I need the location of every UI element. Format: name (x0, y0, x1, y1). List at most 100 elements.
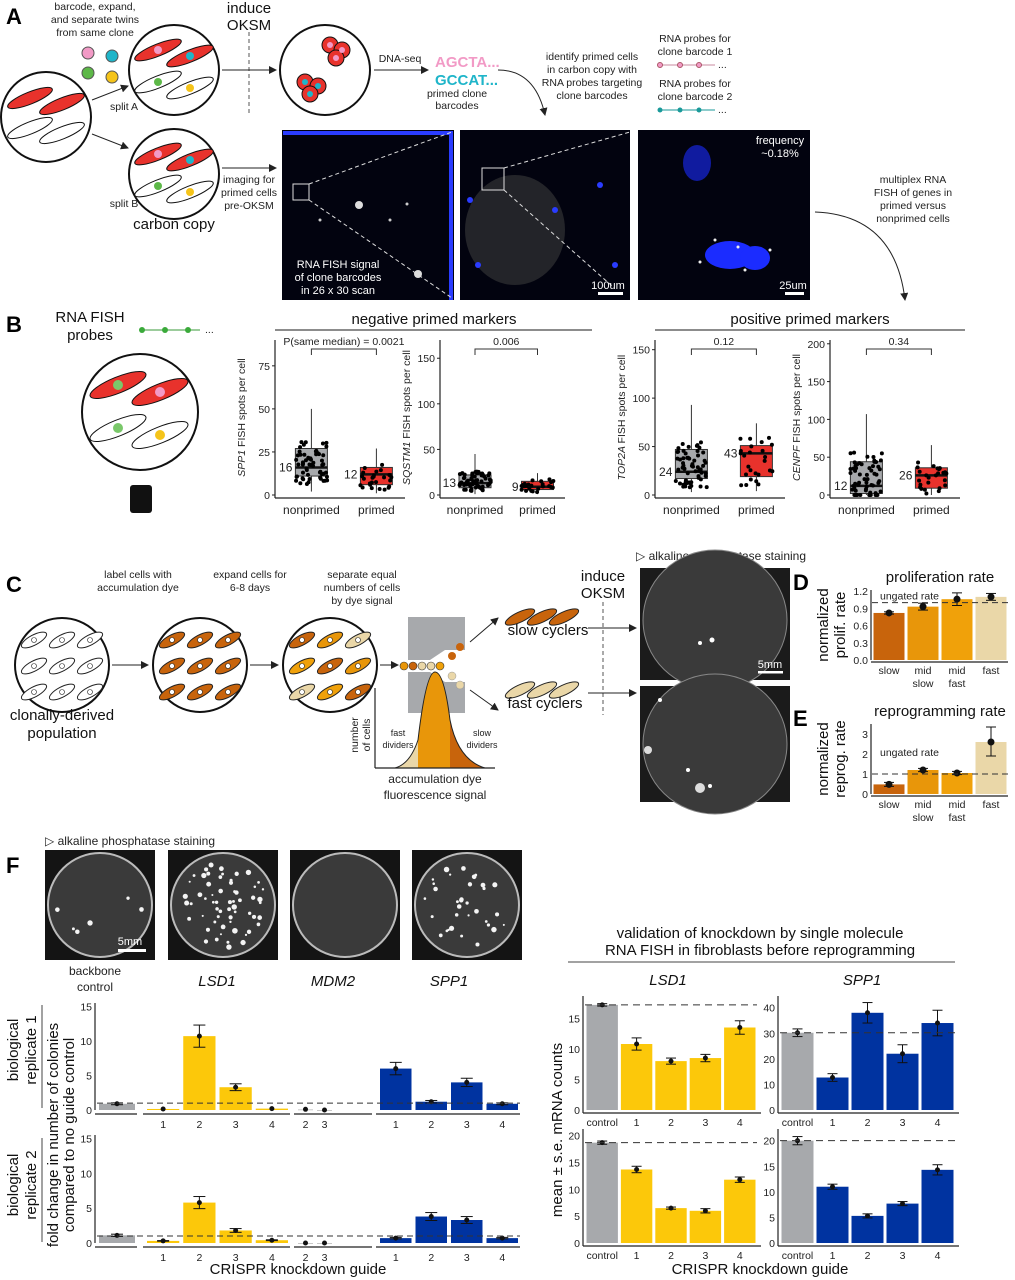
category-label: fast (949, 812, 966, 824)
nucleus-icon (355, 663, 361, 669)
data-point (848, 451, 853, 456)
y-axis-label: CENPF FISH spots per cell (791, 354, 803, 481)
bar (851, 1012, 884, 1110)
data-point (754, 479, 759, 484)
category-label: slow (878, 665, 899, 677)
bar (781, 1140, 814, 1243)
data-point (307, 476, 312, 481)
caption: RNA probes for (659, 33, 731, 45)
panel-b: B RNA FISH probes ... negative primed ma… (6, 309, 965, 517)
data-point (382, 475, 387, 480)
svg-text:...: ... (718, 59, 727, 71)
data-point (851, 466, 856, 471)
data-point (539, 479, 544, 484)
colony (258, 901, 262, 905)
y-tick-label: 10 (80, 1168, 92, 1180)
data-point (479, 486, 484, 491)
data-point (703, 474, 708, 479)
category-label: mid (915, 665, 932, 677)
chart-title: reprogramming rate (874, 703, 1006, 720)
y-tick-label: 40 (763, 1003, 775, 1015)
scan-caption: of clone barcodes (295, 272, 382, 284)
data-point (698, 440, 703, 445)
y-tick-label: 10 (80, 1036, 92, 1048)
dna-seq-label: DNA-seq (379, 53, 422, 65)
data-point (535, 489, 540, 494)
scan-caption: RNA FISH signal (297, 259, 380, 271)
data-point (676, 467, 681, 472)
x-tick-label: 1 (160, 1252, 166, 1264)
caption: nonprimed cells (876, 213, 950, 225)
mean-point (702, 1055, 708, 1061)
probe-set-2-icon: ... (657, 104, 727, 116)
x-tick-label: 2 (303, 1119, 309, 1131)
data-point (937, 486, 942, 491)
data-point (918, 482, 923, 487)
nucleus-icon (59, 663, 65, 669)
caption: probes (67, 327, 113, 344)
data-point (298, 481, 303, 486)
data-point (458, 481, 463, 486)
population-label: clonally-derived (10, 707, 114, 724)
population-label: population (27, 725, 96, 742)
data-point (936, 467, 941, 472)
x-tick-label: 3 (900, 1117, 906, 1129)
replicate-point (393, 1066, 399, 1072)
positive-markers-header: positive primed markers (730, 311, 889, 328)
group-label: MDM2 (311, 973, 356, 990)
bar (724, 1179, 756, 1243)
y-tick-label: 20 (763, 1136, 775, 1148)
y-tick-label: 1 (862, 769, 868, 781)
colony (454, 913, 459, 917)
colony (187, 916, 192, 921)
data-point (320, 441, 325, 446)
data-point (924, 491, 929, 496)
bar (486, 1103, 518, 1110)
x-tick-label: 4 (499, 1119, 505, 1131)
data-point (864, 472, 869, 477)
colony (189, 902, 193, 906)
y-tick-label: 0 (264, 490, 270, 502)
colony (182, 893, 188, 899)
colony (211, 900, 215, 904)
colony (55, 907, 60, 912)
data-point (760, 448, 765, 453)
data-point (377, 487, 382, 492)
mean-point (830, 1075, 835, 1081)
replicate-point (233, 1084, 239, 1090)
data-point (762, 458, 767, 463)
replicate-point (464, 1217, 470, 1223)
bar (921, 1169, 954, 1243)
data-point (878, 458, 883, 463)
x-tick-label: control (782, 1117, 814, 1129)
median-label: 43 (724, 446, 738, 460)
colony (226, 944, 232, 950)
colony (214, 900, 219, 904)
category-label: primed (519, 503, 556, 517)
data-point (854, 493, 859, 497)
y-tick-label: 1.2 (853, 586, 868, 598)
data-point (698, 467, 703, 472)
colony (244, 933, 248, 936)
y-tick-label: 0.9 (853, 603, 868, 615)
y-tick-label: 15 (568, 1013, 580, 1025)
nucleus-icon (31, 637, 37, 643)
slow-cyclers-label: slow cyclers (508, 622, 589, 639)
category-label: nonprimed (663, 503, 720, 517)
data-point (551, 478, 556, 483)
data-point (857, 472, 862, 477)
colony (257, 881, 260, 884)
colony (205, 927, 210, 932)
data-point (677, 457, 682, 462)
data-point (374, 469, 379, 474)
data-point (300, 470, 305, 475)
hist-y-label: of cells (361, 719, 373, 752)
data-point (480, 472, 485, 477)
rep2-label: replicate 2 (23, 1150, 40, 1219)
y-tick-label: 15 (568, 1158, 580, 1170)
data-point (469, 477, 474, 482)
data-point (304, 482, 309, 487)
data-point (877, 479, 882, 484)
data-point (879, 451, 884, 456)
data-point (524, 488, 529, 493)
